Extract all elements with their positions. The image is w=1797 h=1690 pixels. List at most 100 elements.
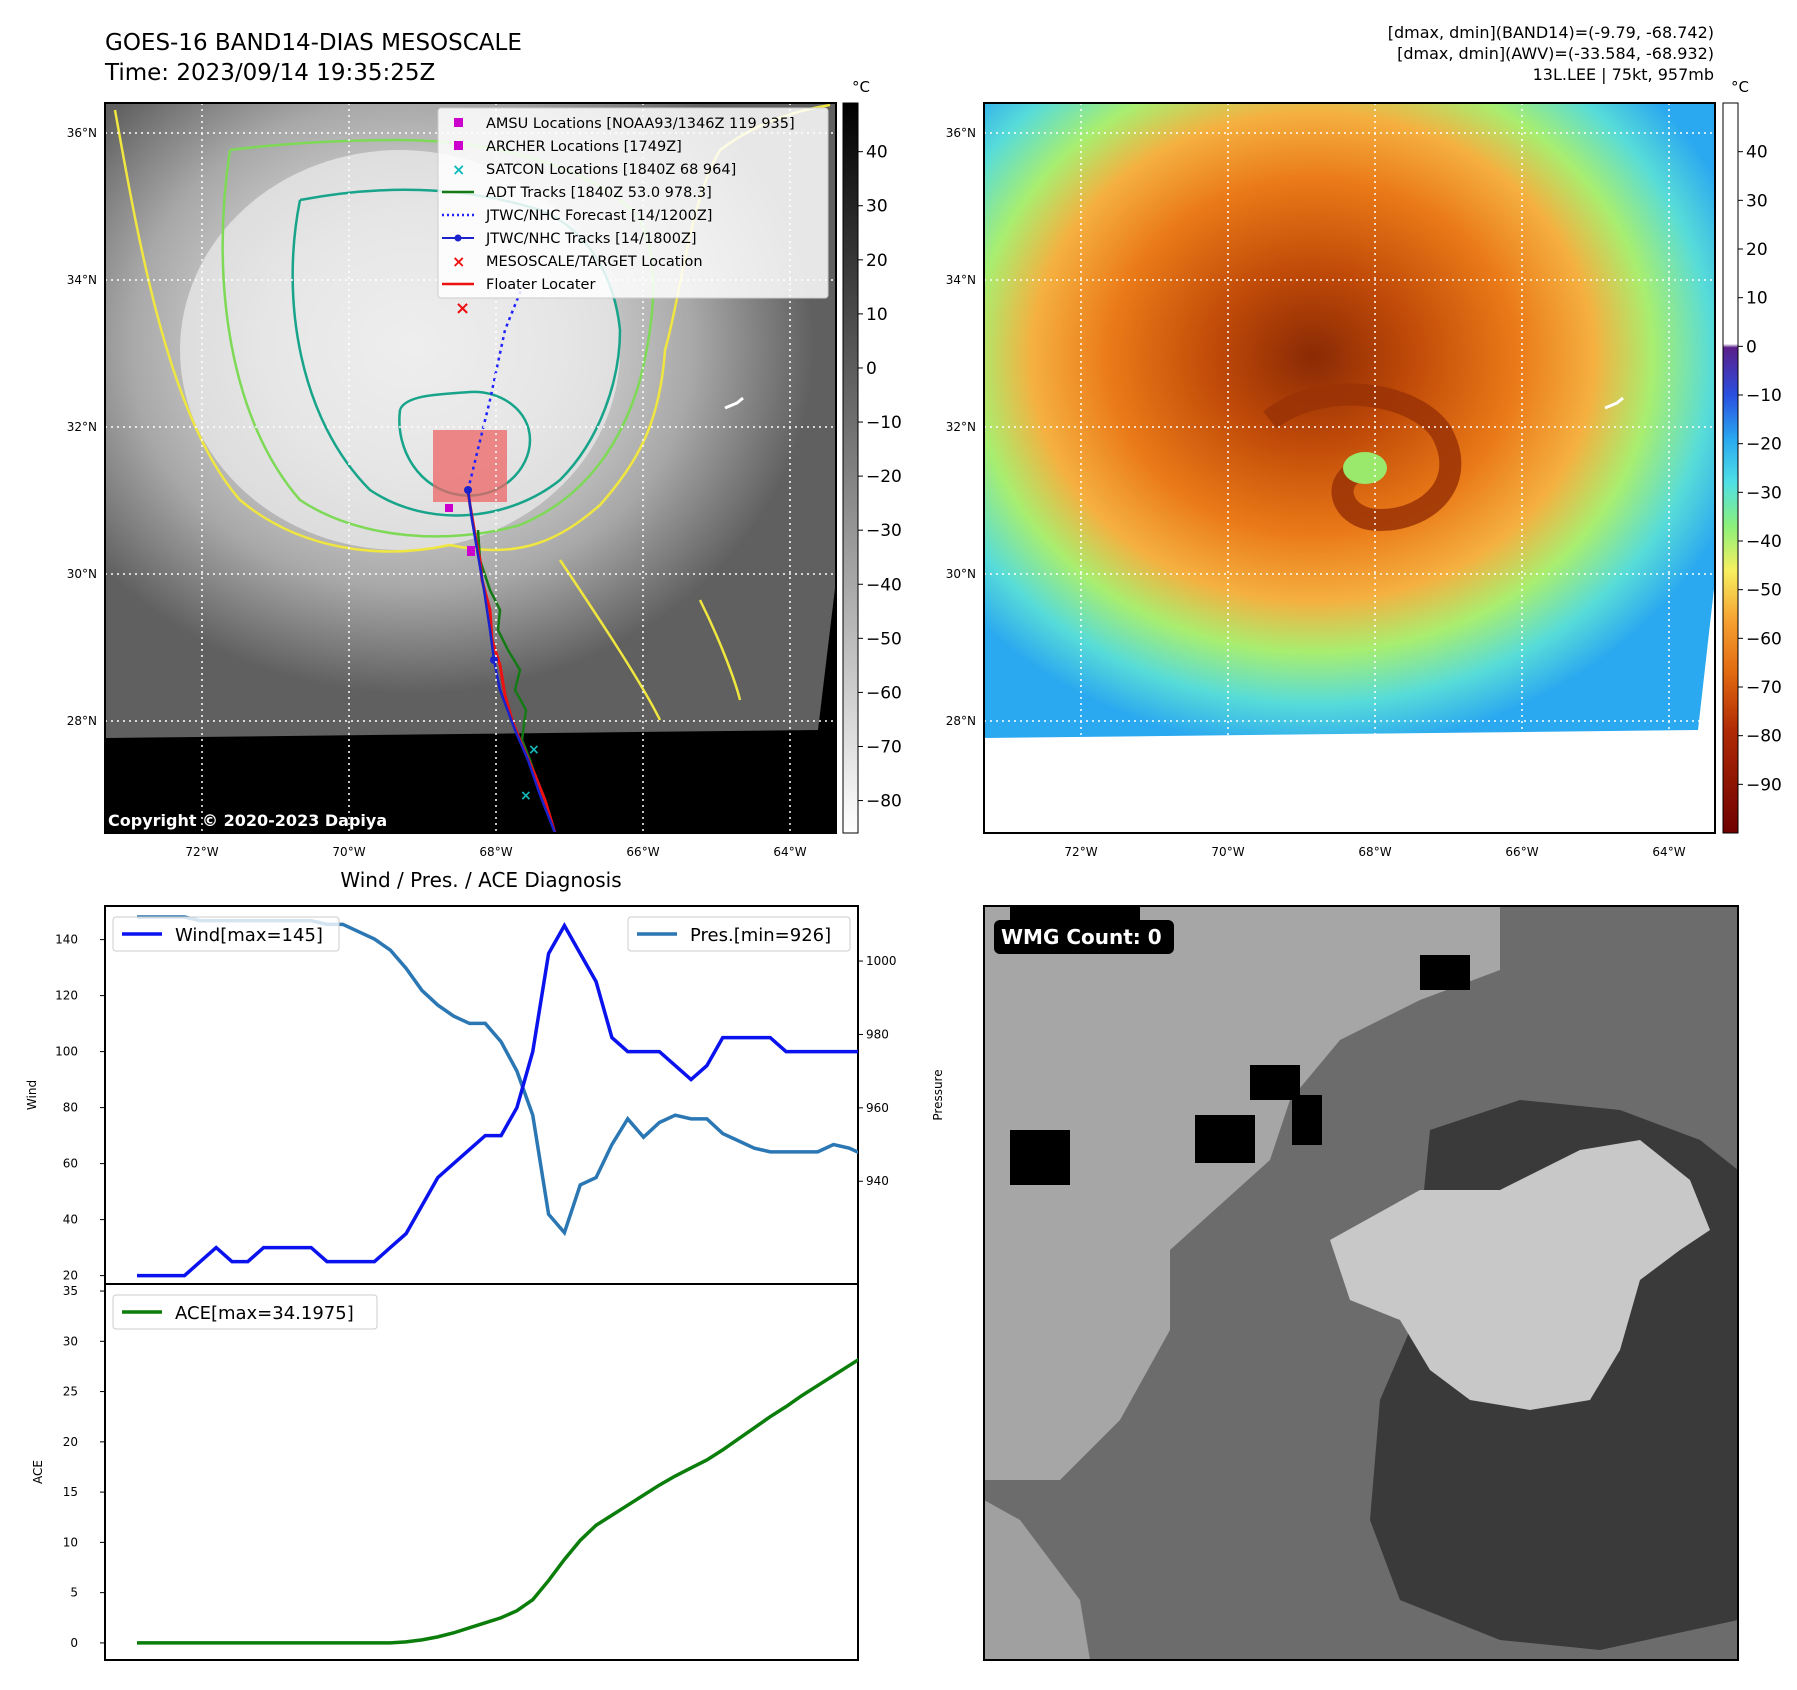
lat-tick-label: 34°N bbox=[946, 273, 976, 287]
ace-y-tick-label: 30 bbox=[63, 1334, 78, 1348]
wmg-black-block bbox=[1195, 1115, 1255, 1163]
colorbar-color-unit: °C bbox=[1731, 78, 1749, 96]
map-left-lon-ticks: 72°W 70°W 68°W 66°W 64°W bbox=[185, 845, 806, 859]
map-right-lat-ticks: 36°N 34°N 32°N 30°N 28°N bbox=[946, 126, 976, 728]
ace-legend-label: ACE[max=34.1975] bbox=[175, 1303, 354, 1324]
wind-y-tick-label: 40 bbox=[63, 1213, 78, 1227]
legend-marker: × bbox=[452, 252, 465, 271]
colorbar-color: °C 40 30 20 10 0 −10 −20 −30 −40 −50 −60 −70 −80 −90 bbox=[1722, 78, 1782, 834]
map-legend: AMSU Locations [NOAA93/1346Z 119 935] ARC… bbox=[437, 107, 829, 299]
archer-marker bbox=[467, 546, 475, 556]
map-left-contour-lightgreen bbox=[221, 138, 655, 538]
colorbar-tick-label: −40 bbox=[1746, 532, 1782, 552]
colorbar-tick-label: −80 bbox=[866, 792, 902, 812]
colorbar-tick-label: 20 bbox=[866, 251, 888, 271]
copyright: Copyright © 2020-2023 Dapiya bbox=[108, 811, 387, 830]
wind-legend-box bbox=[112, 916, 340, 952]
lon-tick-label: 64°W bbox=[773, 845, 806, 859]
map-right-frame bbox=[983, 102, 1716, 834]
ace-legend-box bbox=[112, 1294, 378, 1330]
legend-label: JTWC/NHC Tracks [14/1800Z] bbox=[485, 231, 697, 247]
wmg-black-block bbox=[1420, 955, 1470, 990]
ace-y-tick-label: 15 bbox=[63, 1485, 78, 1499]
ace-y-tick-label: 5 bbox=[70, 1586, 78, 1600]
lon-tick-label: 64°W bbox=[1652, 845, 1685, 859]
colorbar-tick-label: 20 bbox=[1746, 240, 1768, 260]
jtwc-track-point bbox=[464, 486, 472, 494]
map-right-grid bbox=[984, 103, 1715, 833]
colorbar-tick-label: −50 bbox=[866, 629, 902, 649]
lat-tick-label: 28°N bbox=[67, 714, 97, 728]
wind-pressure-panel: Wind / Pres. / ACE Diagnosis 20 40 60 80 100… bbox=[25, 868, 945, 1285]
lat-tick-label: 32°N bbox=[946, 420, 976, 434]
jtwc-forecast-track bbox=[466, 279, 527, 491]
target-marker: × bbox=[455, 298, 470, 319]
ace-y-tick-label: 20 bbox=[63, 1435, 78, 1449]
colorbar-gray: °C 40 30 20 10 0 −10 −20 −30 −40 −50 −60 −70 −80 bbox=[842, 78, 902, 834]
pressure-y-tick-label: 940 bbox=[866, 1174, 889, 1188]
ace-y-tick-label: 0 bbox=[70, 1636, 78, 1650]
map-left-lat-ticks: 36°N 34°N 32°N 30°N 28°N bbox=[67, 126, 97, 728]
page-subtitle: Time: 2023/09/14 19:35:25Z bbox=[104, 60, 435, 86]
wind-legend: Wind[max=145] bbox=[112, 916, 340, 952]
white-squiggle-right bbox=[1604, 396, 1624, 410]
satcon-marker: × bbox=[520, 788, 532, 804]
legend-marker: × bbox=[452, 160, 465, 179]
map-left-frame bbox=[104, 102, 837, 834]
wind-y-tick-label: 120 bbox=[55, 989, 78, 1003]
lon-tick-label: 72°W bbox=[1064, 845, 1097, 859]
map-left-contour-teal-inner bbox=[398, 390, 532, 497]
wmg-black-block bbox=[1292, 1095, 1322, 1145]
colorbar-tick-label: −40 bbox=[866, 575, 902, 595]
map-left-contour-yellow-right bbox=[558, 559, 742, 721]
ace-plot-frame bbox=[104, 1283, 859, 1661]
pressure-y-tick-label: 980 bbox=[866, 1027, 889, 1041]
diagnosis-title: Wind / Pres. / ACE Diagnosis bbox=[340, 868, 621, 892]
lat-tick-label: 34°N bbox=[67, 273, 97, 287]
page-title: GOES-16 BAND14-DIAS MESOSCALE bbox=[105, 30, 522, 56]
lon-tick-label: 68°W bbox=[479, 845, 512, 859]
legend-label: JTWC/NHC Forecast [14/1200Z] bbox=[485, 208, 712, 224]
colorbar-gray-unit: °C bbox=[852, 78, 870, 96]
white-squiggle bbox=[724, 396, 744, 410]
pressure-y-tick-label: 1000 bbox=[866, 954, 897, 968]
colorbar-tick-label: −20 bbox=[866, 467, 902, 487]
colorbar-tick-label: 30 bbox=[1746, 191, 1768, 211]
legend-marker-dot bbox=[454, 234, 462, 242]
pressure-legend: Pres.[min=926] bbox=[627, 916, 851, 952]
wind-y-tick-label: 60 bbox=[63, 1157, 78, 1171]
colorbar-tick-label: 30 bbox=[866, 197, 888, 217]
colorbar-gray-bar bbox=[842, 102, 859, 834]
colorbar-tick-label: −80 bbox=[1746, 727, 1782, 747]
colorbar-tick-label: −10 bbox=[1746, 386, 1782, 406]
lon-tick-label: 66°W bbox=[1505, 845, 1538, 859]
info-awv: [dmax, dmin](AWV)=(-33.584, -68.932) bbox=[1397, 44, 1714, 63]
colorbar-tick-label: −70 bbox=[866, 737, 902, 757]
lon-tick-label: 70°W bbox=[332, 845, 365, 859]
ace-axis-label: ACE bbox=[31, 1460, 45, 1484]
wind-legend-label: Wind[max=145] bbox=[175, 925, 323, 946]
amsu-marker bbox=[445, 504, 453, 512]
lon-tick-label: 72°W bbox=[185, 845, 218, 859]
lat-tick-label: 28°N bbox=[946, 714, 976, 728]
legend-label: ARCHER Locations [1749Z] bbox=[486, 139, 682, 155]
colorbar-tick-label: 10 bbox=[1746, 289, 1768, 309]
ace-line bbox=[137, 1357, 858, 1645]
colorbar-tick-label: −60 bbox=[1746, 629, 1782, 649]
legend-label: AMSU Locations [NOAA93/1346Z 119 935] bbox=[486, 116, 795, 132]
colorbar-tick-label: −30 bbox=[866, 521, 902, 541]
map-right: 36°N 34°N 32°N 30°N 28°N 72°W 70°W 68°W 66°W 64°… bbox=[946, 102, 1716, 859]
satcon-marker: × bbox=[528, 742, 540, 758]
wind-y-tick-label: 140 bbox=[55, 933, 78, 947]
legend-label: SATCON Locations [1840Z 68 964] bbox=[486, 162, 736, 178]
colorbar-tick-label: −60 bbox=[866, 683, 902, 703]
legend-box bbox=[437, 107, 829, 299]
legend-label: MESOSCALE/TARGET Location bbox=[486, 254, 703, 270]
ace-y-tick-label: 10 bbox=[63, 1535, 78, 1549]
colorbar-tick-label: −50 bbox=[1746, 581, 1782, 601]
wind-line bbox=[137, 922, 858, 1278]
map-right-lon-ticks: 72°W 70°W 68°W 66°W 64°W bbox=[1064, 845, 1685, 859]
wmg-black-block bbox=[1010, 1130, 1070, 1185]
map-right-satellite-image bbox=[984, 103, 1715, 738]
